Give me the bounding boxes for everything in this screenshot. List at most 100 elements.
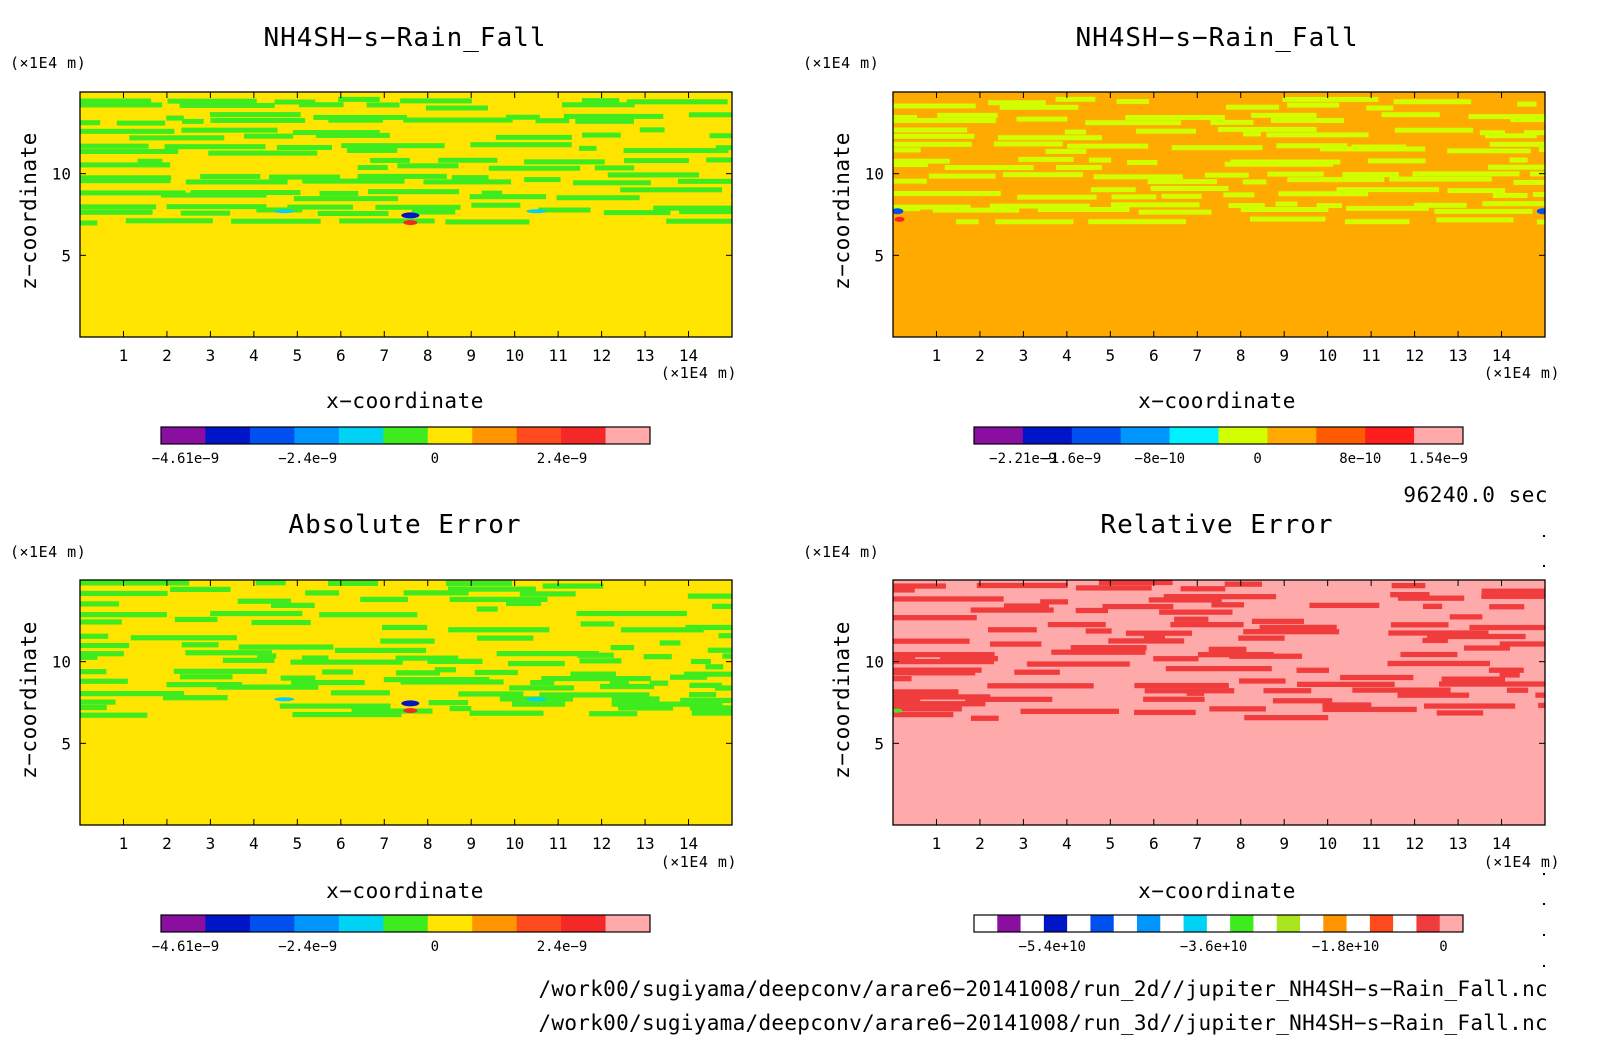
field-patch bbox=[659, 640, 681, 646]
field-patch bbox=[341, 143, 445, 149]
field-patch bbox=[1093, 174, 1183, 180]
field-patch bbox=[1017, 194, 1097, 200]
x-tick-label: 14 bbox=[1492, 346, 1511, 365]
field-patch bbox=[1204, 172, 1249, 178]
anomaly-spot bbox=[403, 708, 418, 714]
field-patch bbox=[1075, 607, 1108, 614]
field-patch bbox=[231, 218, 321, 224]
x-tick-label: 5 bbox=[1106, 834, 1116, 853]
colorbar-swatch bbox=[1137, 915, 1161, 932]
field-patch bbox=[80, 633, 109, 639]
colorbar-label: 2.4e−9 bbox=[537, 451, 588, 467]
field-patch bbox=[893, 158, 950, 164]
anomaly-spot bbox=[401, 212, 420, 219]
field-patch bbox=[368, 189, 460, 195]
field-patch bbox=[1037, 207, 1130, 213]
field-patch bbox=[375, 204, 461, 210]
field-patch bbox=[579, 145, 597, 151]
field-patch bbox=[1344, 219, 1410, 225]
x-tick-label: 9 bbox=[1279, 834, 1289, 853]
field-patch bbox=[1259, 624, 1337, 631]
plot-frame bbox=[79, 91, 733, 338]
x-unit-label: (×1E4 m) bbox=[1484, 364, 1560, 382]
field-patch bbox=[1055, 96, 1096, 102]
colorbar-swatch bbox=[974, 427, 1024, 444]
x-tick-label: 14 bbox=[679, 346, 698, 365]
field-patch bbox=[639, 127, 665, 133]
field-patch bbox=[995, 219, 1074, 225]
field-patch bbox=[893, 103, 976, 109]
field-patch bbox=[80, 175, 172, 181]
anomaly-spot bbox=[274, 697, 295, 702]
field-patch bbox=[1270, 118, 1345, 123]
anomaly-spot bbox=[401, 700, 420, 707]
field-patch bbox=[451, 175, 489, 181]
colorbar-swatch bbox=[249, 427, 295, 444]
field-patch bbox=[181, 642, 219, 648]
field-patch bbox=[162, 695, 228, 701]
field-patch bbox=[989, 203, 1090, 209]
colorbar-swatch bbox=[1300, 915, 1324, 932]
x-tick-label: 10 bbox=[1318, 834, 1337, 853]
x-tick-label: 9 bbox=[1279, 346, 1289, 365]
field-patch bbox=[1242, 131, 1261, 137]
field-patch bbox=[448, 627, 550, 633]
field-patch bbox=[556, 195, 640, 201]
field-patch bbox=[1251, 112, 1317, 118]
field-patch bbox=[1226, 104, 1280, 110]
x-tick-label: 13 bbox=[1448, 834, 1467, 853]
colorbar-swatch bbox=[1160, 915, 1185, 932]
field-patch bbox=[330, 690, 390, 696]
colorbar-label: 0 bbox=[431, 451, 439, 467]
colorbar-label: 1.54e−9 bbox=[1409, 451, 1468, 467]
colorbar-swatch bbox=[1067, 915, 1091, 932]
colorbar-swatch bbox=[427, 427, 473, 444]
x-tick-label: 7 bbox=[1192, 346, 1202, 365]
field-patch bbox=[509, 685, 575, 691]
colorbar-swatch bbox=[294, 915, 340, 932]
field-patch bbox=[1389, 176, 1492, 182]
field-patch bbox=[944, 165, 1034, 171]
anomaly-spot bbox=[403, 220, 418, 226]
field-patch bbox=[380, 638, 435, 644]
field-patch bbox=[351, 708, 433, 714]
colorbar-label: 8e−10 bbox=[1339, 451, 1381, 467]
field-patch bbox=[216, 684, 319, 690]
field-patch bbox=[1296, 681, 1395, 687]
field-patch bbox=[428, 700, 469, 706]
colorbar-label: −2.4e−9 bbox=[278, 939, 337, 955]
field-patch bbox=[328, 117, 383, 123]
field-patch bbox=[1482, 201, 1545, 207]
field-patch bbox=[893, 583, 946, 589]
field-patch bbox=[603, 210, 671, 216]
field-patch bbox=[611, 696, 660, 702]
field-patch bbox=[965, 696, 1053, 702]
field-patch bbox=[714, 685, 732, 691]
field-patch bbox=[274, 99, 316, 105]
field-patch bbox=[445, 219, 530, 225]
field-patch bbox=[293, 196, 399, 202]
field-patch bbox=[1413, 202, 1467, 208]
field-patch bbox=[1485, 133, 1537, 139]
field-patch bbox=[1510, 117, 1545, 123]
field-patch bbox=[623, 148, 729, 154]
field-patch bbox=[1424, 703, 1516, 709]
field-patch bbox=[1287, 102, 1340, 108]
colorbar-label: 0 bbox=[431, 939, 439, 955]
field-patch bbox=[576, 610, 687, 617]
field-patch bbox=[893, 141, 972, 147]
field-patch bbox=[411, 209, 456, 215]
field-patch bbox=[689, 705, 732, 711]
colorbar-label: 2.4e−9 bbox=[537, 939, 588, 955]
field-patch bbox=[313, 114, 407, 120]
field-patch bbox=[1026, 661, 1130, 667]
field-patch bbox=[1047, 621, 1106, 628]
y-tick-label: 5 bbox=[61, 246, 71, 265]
field-patch bbox=[542, 583, 604, 589]
field-patch bbox=[1351, 144, 1407, 150]
colorbar: −5.4e+10 −3.6e+10 −1.8e+10 0 bbox=[973, 914, 1464, 955]
field-patch bbox=[1387, 660, 1490, 667]
field-patch bbox=[1209, 706, 1266, 712]
